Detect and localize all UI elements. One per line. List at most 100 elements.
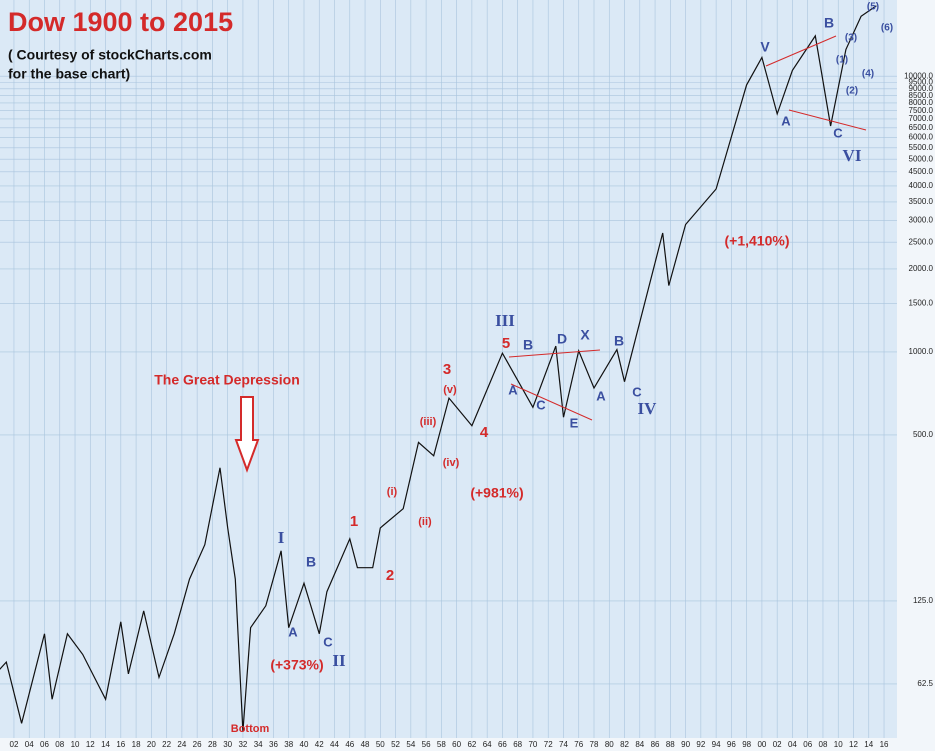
annotation: (ii) [418, 516, 432, 528]
y-tick-label: 1500.0 [909, 299, 934, 308]
x-tick-label: 02 [10, 740, 19, 749]
x-tick-label: 44 [330, 740, 339, 749]
y-tick-label: 9000.0 [909, 84, 934, 93]
x-tick-label: 42 [315, 740, 324, 749]
plot-background [0, 0, 897, 738]
x-tick-label: 00 [757, 740, 766, 749]
x-tick-label: 50 [376, 740, 385, 749]
x-tick-label: 96 [727, 740, 736, 749]
x-tick-label: 16 [116, 740, 125, 749]
annotation: 4 [480, 424, 489, 441]
annotation: X [580, 327, 590, 343]
y-tick-label: 3000.0 [909, 216, 934, 225]
y-tick-label: 9500.0 [909, 77, 934, 86]
y-tick-label: 4000.0 [909, 181, 934, 190]
x-tick-label: 46 [345, 740, 354, 749]
x-tick-label: 48 [361, 740, 370, 749]
y-tick-label: 8000.0 [909, 98, 934, 107]
x-tick-label: 52 [391, 740, 400, 749]
x-tick-label: 10 [834, 740, 843, 749]
y-tick-label: 2500.0 [909, 237, 934, 246]
annotation: B [614, 333, 624, 349]
chart-title: Dow 1900 to 2015 [8, 7, 233, 37]
x-tick-label: 04 [25, 740, 34, 749]
marks [0, 5, 877, 732]
x-tick-label: 28 [208, 740, 217, 749]
x-tick-label: 12 [849, 740, 858, 749]
x-tick-label: 02 [773, 740, 782, 749]
annotation: B [523, 337, 533, 353]
annotation: (iii) [420, 416, 437, 428]
x-tick-label: 64 [483, 740, 492, 749]
axis-background [897, 0, 935, 751]
annotation: B [306, 554, 316, 570]
x-tick-label: 74 [559, 740, 568, 749]
x-tick-label: 32 [238, 740, 247, 749]
x-tick-label: 30 [223, 740, 232, 749]
x-tick-label: 08 [819, 740, 828, 749]
y-tick-label: 7500.0 [909, 106, 934, 115]
annotation: III [495, 311, 515, 330]
subtitle: for the base chart) [8, 66, 130, 82]
y-tick-label: 6000.0 [909, 133, 934, 142]
x-tick-label: 78 [590, 740, 599, 749]
x-tick-label: 14 [101, 740, 110, 749]
x-tick-label: 24 [177, 740, 186, 749]
annotation: C [536, 397, 546, 412]
y-tick-label: 62.5 [917, 679, 933, 688]
x-tick-label: 12 [86, 740, 95, 749]
x-tick-label: 88 [666, 740, 675, 749]
annotation: 3 [443, 361, 451, 378]
x-tick-label: 98 [742, 740, 751, 749]
annotation: (v) [443, 384, 457, 396]
y-tick-label: 5500.0 [909, 143, 934, 152]
annotation: II [332, 651, 346, 670]
annotation: C [323, 634, 333, 649]
axis-background [0, 738, 897, 751]
x-tick-label: 68 [513, 740, 522, 749]
x-tick-label: 72 [544, 740, 553, 749]
annotation: I [278, 528, 285, 547]
annotation: (1) [836, 55, 848, 66]
annotation: The Great Depression [154, 372, 300, 388]
annotation: (4) [862, 69, 874, 80]
annotation: E [570, 415, 579, 430]
x-tick-label: 66 [498, 740, 507, 749]
x-tick-label: 18 [132, 740, 141, 749]
x-tick-label: 76 [574, 740, 583, 749]
x-tick-label: 40 [300, 740, 309, 749]
x-tick-label: 36 [269, 740, 278, 749]
x-tick-label: 26 [193, 740, 202, 749]
x-tick-label: 04 [788, 740, 797, 749]
annotation: V [760, 39, 770, 55]
x-tick-label: 80 [605, 740, 614, 749]
y-tick-label: 1000.0 [909, 347, 934, 356]
arrow [234, 396, 260, 473]
annotation: C [632, 384, 642, 399]
grid [0, 0, 897, 738]
x-tick-label: 10 [71, 740, 80, 749]
subtitle: ( Courtesy of stockCharts.com [8, 47, 212, 63]
x-tick-label: 34 [254, 740, 263, 749]
annotation: (+981%) [470, 485, 523, 501]
annotation: (5) [867, 2, 879, 13]
x-tick-label: 60 [452, 740, 461, 749]
x-tick-label: 14 [864, 740, 873, 749]
x-tick-label: 06 [803, 740, 812, 749]
annotation: A [288, 624, 298, 639]
annotation: Bottom [231, 723, 270, 735]
annotation: IV [638, 399, 658, 418]
annotation: (+1,410%) [725, 233, 790, 249]
price-line [0, 5, 877, 732]
annotation: A [596, 388, 606, 403]
annotation: A [781, 113, 791, 128]
annotation: 1 [350, 513, 358, 530]
annotation: (3) [845, 33, 857, 44]
x-tick-label: 94 [712, 740, 721, 749]
x-tick-label: 56 [422, 740, 431, 749]
x-tick-label: 38 [284, 740, 293, 749]
annotation: 5 [502, 335, 510, 352]
x-tick-label: 84 [635, 740, 644, 749]
y-tick-label: 10000.0 [904, 71, 933, 80]
x-tick-label: 16 [880, 740, 889, 749]
